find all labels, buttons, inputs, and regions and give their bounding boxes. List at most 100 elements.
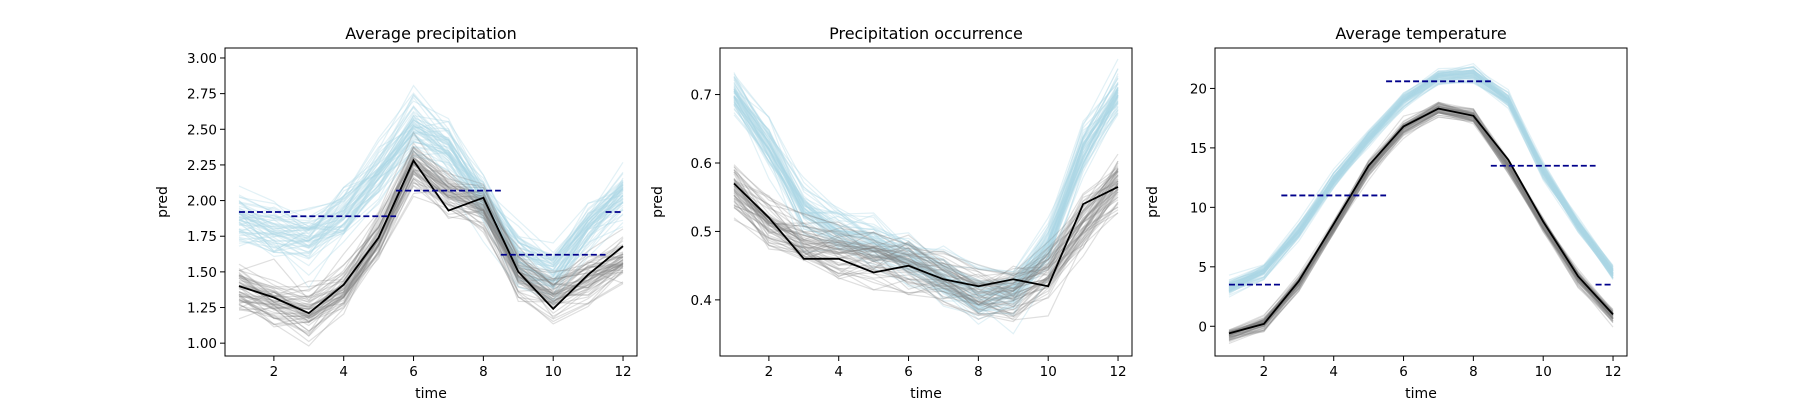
reference-ensemble-line — [1228, 107, 1614, 333]
reference-ensemble-line — [238, 182, 624, 320]
reference-ensemble-line — [238, 168, 624, 327]
model-ensemble-line — [238, 94, 624, 258]
model-ensemble-line — [1228, 82, 1614, 290]
model-ensemble-line — [733, 79, 1119, 293]
reference-ensemble-line — [733, 166, 1119, 275]
model-ensemble-line — [733, 83, 1119, 285]
x-tick-label: 10 — [1040, 364, 1057, 380]
reference-ensemble-line — [1228, 111, 1614, 341]
model-ensemble-line — [733, 73, 1119, 273]
model-ensemble-line — [733, 81, 1119, 294]
reference-ensemble-line — [238, 156, 624, 317]
observed-line — [1228, 107, 1614, 335]
model-ensemble-line — [733, 91, 1119, 297]
model-ensemble-line — [238, 131, 624, 287]
reference-ensemble-line — [733, 170, 1119, 301]
model-ensemble-line — [238, 151, 624, 305]
model-ensemble-line — [238, 122, 624, 261]
reference-ensemble-line — [238, 188, 624, 318]
model-ensemble-line — [733, 87, 1119, 289]
model-ensemble-line — [238, 123, 624, 283]
reference-ensemble-line — [238, 162, 624, 311]
axes-frame — [224, 47, 638, 357]
reference-ensemble-line — [1228, 110, 1614, 339]
model-ensemble-line — [238, 132, 624, 271]
model-ensemble-line — [238, 131, 624, 286]
model-ensemble-line — [1228, 73, 1614, 293]
model-ensemble-line — [1228, 66, 1614, 284]
reference-ensemble-line — [1228, 103, 1614, 332]
model-ensemble-line — [733, 86, 1119, 309]
model-ensemble-line — [733, 103, 1119, 302]
reference-ensemble-line — [238, 146, 624, 306]
reference-ensemble-line — [238, 172, 624, 337]
model-ensemble-line — [733, 81, 1119, 296]
model-ensemble-line — [733, 103, 1119, 325]
x-tick-label: 10 — [545, 364, 562, 380]
model-ensemble-line — [733, 90, 1119, 302]
reference-ensemble-line — [1228, 114, 1614, 340]
y-tick-label: 0.4 — [691, 293, 712, 309]
reference-ensemble-line — [238, 152, 624, 292]
model-ensemble-line — [238, 155, 624, 287]
model-ensemble-line — [1228, 63, 1614, 281]
reference-ensemble-line — [1228, 111, 1614, 333]
model-ensemble-line — [238, 148, 624, 282]
model-ensemble-line — [238, 104, 624, 276]
reference-ensemble-line — [733, 165, 1119, 297]
model-ensemble-line — [1228, 72, 1614, 285]
reference-ensemble-line — [733, 180, 1119, 300]
y-tick-label: 0 — [1198, 319, 1207, 335]
model-ensemble-line — [733, 89, 1119, 287]
reference-ensemble-line — [733, 168, 1119, 285]
reference-ensemble-line — [733, 178, 1119, 302]
model-ensemble-line — [1228, 75, 1614, 292]
reference-ensemble-line — [1228, 116, 1614, 341]
reference-ensemble-line — [238, 146, 624, 320]
reference-ensemble-line — [238, 169, 624, 335]
reference-ensemble-line — [733, 194, 1119, 306]
x-tick-label: 4 — [339, 364, 348, 380]
model-ensemble-line — [1228, 76, 1614, 289]
reference-ensemble-line — [1228, 111, 1614, 339]
observed-line — [238, 158, 624, 315]
model-ensemble-line — [1228, 65, 1614, 290]
x-tick-label: 8 — [479, 364, 488, 380]
model-ensemble-line — [1228, 70, 1614, 292]
reference-ensemble-line — [1228, 103, 1614, 333]
reference-ensemble-line — [1228, 107, 1614, 339]
reference-ensemble-line — [238, 150, 624, 298]
model-ensemble-line — [733, 83, 1119, 287]
reference-ensemble-line — [733, 202, 1119, 304]
model-ensemble-line — [238, 124, 624, 261]
panel-3: 2 4 6 8 10 12 0 5 10 15 20 Average temperature time p… — [1145, 24, 1628, 400]
model-ensemble-line — [238, 151, 624, 280]
observed-line — [733, 182, 1119, 288]
model-ensemble-line — [238, 141, 624, 259]
model-ensemble-line — [733, 77, 1119, 273]
model-ensemble-line — [1228, 70, 1614, 283]
reference-ensemble-line — [238, 184, 624, 328]
reference-ensemble-line — [733, 191, 1119, 301]
model-ensemble-line — [1228, 66, 1614, 281]
model-ensemble-line — [238, 129, 624, 267]
reference-ensemble-line — [733, 182, 1119, 288]
model-ensemble-line — [238, 117, 624, 285]
model-ensemble-line — [733, 95, 1119, 313]
y-tick-label: 1.75 — [187, 229, 217, 245]
reference-ensemble-line — [1228, 109, 1614, 338]
reference-ensemble-line — [238, 164, 624, 332]
reference-ensemble-line — [733, 196, 1119, 311]
model-ensemble-line — [1228, 70, 1614, 285]
reference-ensemble-line — [238, 156, 624, 317]
model-ensemble-line — [238, 133, 624, 301]
reference-ensemble-line — [1228, 114, 1614, 338]
x-axis-label: time — [910, 386, 942, 400]
model-ensemble-line — [1228, 80, 1614, 298]
reference-ensemble-line — [238, 157, 624, 298]
model-ensemble-line — [733, 68, 1119, 286]
model-ensemble-line — [733, 89, 1119, 306]
reference-ensemble-line — [733, 181, 1119, 320]
model-ensemble-line — [733, 93, 1119, 305]
reference-ensemble-line — [733, 178, 1119, 298]
